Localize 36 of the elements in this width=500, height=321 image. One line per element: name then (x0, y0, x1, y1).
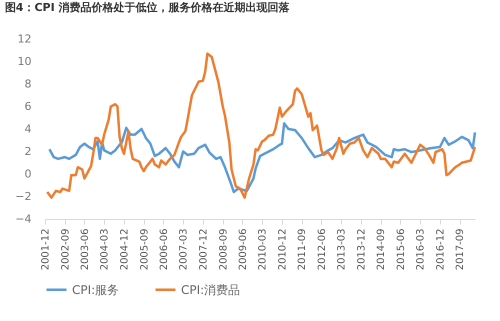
x-tick-label: 2014-09 (376, 228, 388, 270)
x-tick-label: 2009-06 (238, 228, 249, 270)
y-tick-label: −4 (15, 212, 32, 226)
legend-label: CPI:消费品 (181, 282, 240, 297)
x-tick-label: 2016-12 (435, 228, 446, 270)
x-tick-label: 2010-03 (258, 228, 269, 270)
x-tick-label: 2010-12 (277, 228, 288, 270)
x-tick-label: 2015-06 (396, 228, 407, 270)
x-tick-label: 2003-06 (80, 228, 91, 270)
y-tick-label: −2 (15, 190, 32, 203)
line-series (48, 122, 476, 194)
x-tick-label: 2013-12 (356, 228, 368, 270)
y-tick-label: 10 (18, 55, 32, 68)
line-series (46, 52, 476, 199)
x-tick-label: 2016-03 (416, 228, 427, 270)
x-tick-label: 2011-09 (297, 228, 308, 270)
x-tick-label: 2007-12 (198, 228, 210, 270)
y-tick-label: 8 (24, 78, 32, 90)
x-tick-label: 2008-09 (218, 228, 230, 270)
x-tick-label: 2005-09 (139, 228, 150, 270)
chart-title: 图4：CPI 消费品价格处于低位，服务价格在近期出现回落 (4, 1, 290, 14)
x-tick-label: 2006-06 (158, 228, 170, 270)
x-tick-label: 2002-09 (60, 228, 72, 270)
x-tick-label: 2017-09 (455, 228, 466, 270)
y-tick-label: 0 (24, 168, 32, 180)
y-tick-label: 12 (18, 32, 32, 46)
legend-label: CPI:服务 (72, 282, 120, 297)
x-tick-label: 2012-06 (316, 228, 328, 270)
x-tick-label: 2001-12 (40, 228, 52, 270)
x-tick-label: 2004-12 (120, 228, 131, 270)
x-tick-label: 2013-03 (336, 228, 348, 270)
y-tick-label: 4 (24, 122, 32, 136)
y-tick-label: 2 (24, 145, 32, 158)
x-tick-label: 2007-03 (178, 228, 190, 270)
y-tick-label: 6 (24, 100, 32, 113)
x-tick-label: 2004-03 (100, 228, 111, 270)
